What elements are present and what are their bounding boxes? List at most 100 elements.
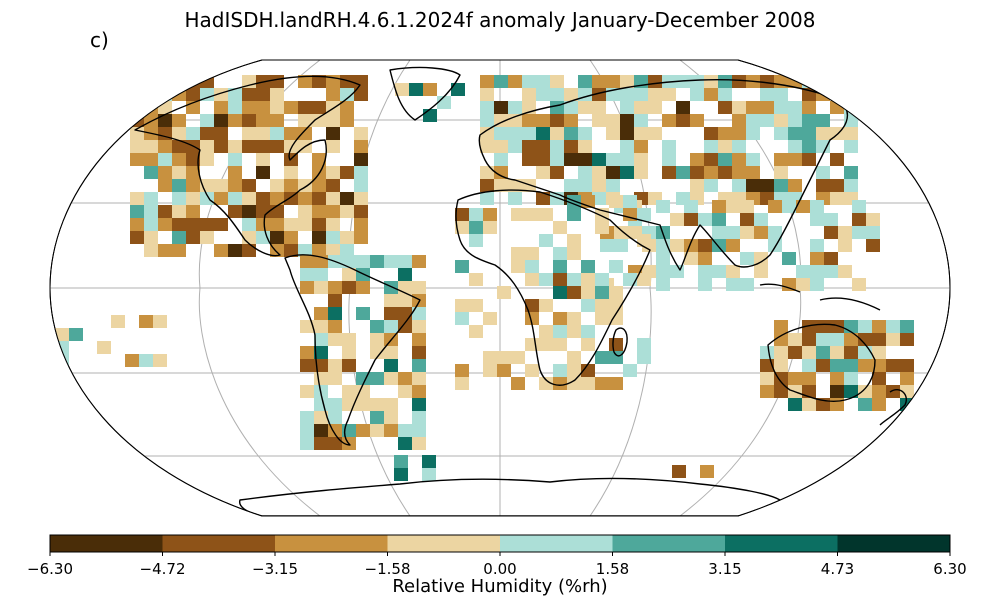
anomaly-cell	[760, 385, 774, 398]
anomaly-cell	[704, 75, 718, 88]
anomaly-cell	[356, 255, 370, 268]
anomaly-cell	[774, 114, 788, 127]
anomaly-cell	[480, 101, 494, 114]
anomaly-cell	[740, 252, 754, 265]
anomaly-cell	[830, 372, 844, 385]
anomaly-cell	[200, 88, 214, 101]
colorbar-tick-label: 4.73	[821, 560, 854, 578]
anomaly-cell	[830, 385, 844, 398]
anomaly-cell	[858, 346, 872, 359]
anomaly-cell	[144, 75, 158, 88]
anomaly-cell	[886, 359, 900, 372]
anomaly-cell	[788, 153, 802, 166]
anomaly-cell	[326, 231, 340, 244]
anomaly-cell	[314, 333, 328, 346]
anomaly-cell	[480, 166, 494, 179]
anomaly-cell	[384, 294, 398, 307]
anomaly-cell	[614, 239, 628, 252]
anomaly-cell	[620, 88, 634, 101]
anomaly-cell	[704, 127, 718, 140]
anomaly-cell	[553, 286, 567, 299]
anomaly-cell	[539, 377, 553, 390]
anomaly-cell	[567, 286, 581, 299]
anomaly-cell	[284, 101, 298, 114]
anomaly-cell	[508, 192, 522, 205]
anomaly-cell	[844, 385, 858, 398]
anomaly-cell	[314, 372, 328, 385]
anomaly-cell	[130, 88, 144, 101]
anomaly-cell	[754, 226, 768, 239]
anomaly-cell	[550, 114, 564, 127]
anomaly-cell	[270, 88, 284, 101]
anomaly-cell	[326, 205, 340, 218]
anomaly-cell	[298, 127, 312, 140]
anomaly-cell	[581, 338, 595, 351]
anomaly-cell	[581, 260, 595, 273]
anomaly-cell	[539, 325, 553, 338]
anomaly-cell	[900, 359, 914, 372]
anomaly-cell	[508, 140, 522, 153]
anomaly-cell	[342, 346, 356, 359]
anomaly-cell	[328, 398, 342, 411]
anomaly-cell	[732, 75, 746, 88]
anomaly-cell	[754, 252, 768, 265]
anomaly-cell	[802, 372, 816, 385]
anomaly-cell	[830, 320, 844, 333]
colorbar-swatch	[612, 535, 726, 552]
anomaly-cell	[340, 244, 354, 257]
anomaly-cell	[130, 153, 144, 166]
anomaly-cell	[384, 372, 398, 385]
anomaly-cell	[228, 101, 242, 114]
anomaly-cell	[796, 200, 810, 213]
anomaly-cell	[172, 205, 186, 218]
anomaly-cell	[469, 234, 483, 247]
anomaly-cell	[412, 424, 426, 437]
anomaly-cell	[158, 166, 172, 179]
anomaly-cell	[270, 205, 284, 218]
anomaly-cell	[354, 205, 368, 218]
anomaly-cell	[256, 127, 270, 140]
anomaly-cell	[525, 299, 539, 312]
anomaly-cell	[732, 166, 746, 179]
anomaly-cell	[614, 226, 628, 239]
anomaly-cell	[354, 231, 368, 244]
anomaly-cell	[384, 320, 398, 333]
anomaly-cell	[788, 333, 802, 346]
anomaly-cell	[768, 239, 782, 252]
anomaly-cell	[256, 231, 270, 244]
anomaly-cell	[684, 200, 698, 213]
anomaly-cell	[384, 424, 398, 437]
anomaly-cell	[609, 377, 623, 390]
anomaly-cell	[810, 252, 824, 265]
anomaly-cell	[494, 179, 508, 192]
anomaly-cell	[242, 218, 256, 231]
anomaly-cell	[130, 75, 144, 88]
anomaly-cell	[298, 244, 312, 257]
anomaly-cell	[312, 75, 326, 88]
anomaly-cell	[866, 239, 880, 252]
anomaly-cell	[886, 385, 900, 398]
anomaly-cell	[455, 312, 469, 325]
anomaly-cell	[637, 338, 651, 351]
anomaly-cell	[511, 208, 525, 221]
anomaly-cell	[298, 114, 312, 127]
anomaly-cell	[648, 127, 662, 140]
anomaly-cell	[412, 372, 426, 385]
anomaly-cell	[398, 255, 412, 268]
anomaly-cell	[830, 101, 844, 114]
anomaly-cell	[522, 88, 536, 101]
anomaly-cell	[774, 166, 788, 179]
anomaly-cell	[172, 75, 186, 88]
anomaly-cell	[746, 101, 760, 114]
anomaly-cell	[480, 88, 494, 101]
anomaly-cell	[620, 127, 634, 140]
anomaly-cell	[497, 351, 511, 364]
anomaly-cell	[620, 140, 634, 153]
anomaly-cell	[802, 127, 816, 140]
anomaly-cell	[300, 437, 314, 450]
anomaly-cell	[172, 218, 186, 231]
anomaly-cell	[746, 127, 760, 140]
anomaly-cell	[312, 231, 326, 244]
anomaly-cell	[802, 346, 816, 359]
anomaly-cell	[384, 281, 398, 294]
